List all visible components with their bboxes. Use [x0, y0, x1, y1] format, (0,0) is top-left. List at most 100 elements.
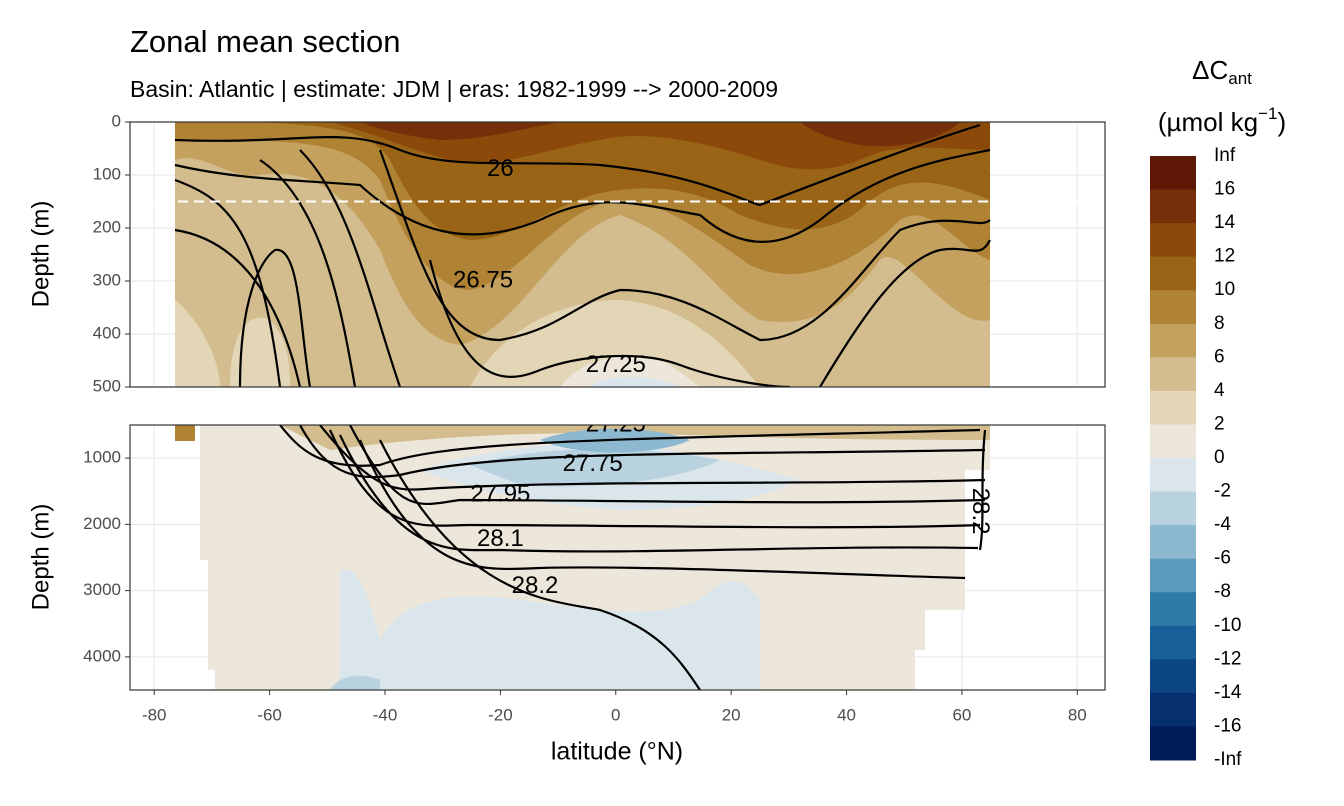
- legend-swatch: [1150, 424, 1196, 459]
- panel-frame: [129, 424, 1106, 691]
- legend-swatch: [1150, 390, 1196, 425]
- legend-unit: (µmol kg−1): [1158, 104, 1286, 136]
- legend-label: -Inf: [1214, 749, 1242, 770]
- contour-label: 27.25: [586, 351, 646, 378]
- legend-swatch: [1150, 659, 1196, 694]
- legend-label: 8: [1214, 313, 1225, 334]
- legend-swatch: [1150, 256, 1196, 291]
- legend-unit-sup: −1: [1258, 104, 1277, 123]
- x-tick-label: 0: [611, 705, 620, 724]
- contour-label: 26: [487, 155, 514, 182]
- field-band: [280, 425, 990, 450]
- isopycnal: [279, 425, 986, 506]
- contour-label: 28.1: [477, 525, 524, 552]
- contour-label: 27.25: [586, 410, 646, 437]
- x-tick-label: 20: [722, 705, 741, 724]
- x-tick-label: 60: [952, 705, 971, 724]
- field-band: [175, 425, 195, 441]
- legend-label: -14: [1214, 682, 1242, 703]
- x-tick-label: 40: [837, 705, 856, 724]
- contour-label-text: 26.75: [453, 266, 513, 293]
- legend-swatch: [1150, 357, 1196, 392]
- y-tick-label: 200: [93, 217, 121, 236]
- y-tick-label: 3000: [83, 580, 121, 599]
- y-tick-label: 1000: [83, 448, 121, 467]
- legend-title: ΔCant: [1192, 55, 1252, 89]
- contour-label: 27.75: [563, 450, 623, 477]
- legend-label: 2: [1214, 413, 1225, 434]
- contour-label-text: 27.75: [563, 450, 623, 477]
- legend-swatch: [1150, 525, 1196, 560]
- legend-swatch: [1150, 726, 1196, 761]
- overlay: 26 26.75 27.25 27.25 27.75 27.95 28.1 28.2 28.2: [130, 155, 1105, 599]
- legend-label: -4: [1214, 514, 1231, 535]
- field-band: [590, 376, 680, 387]
- legend-title-sub: ant: [1228, 69, 1252, 88]
- contour-label-text: 26: [487, 155, 514, 182]
- isopycnal: [328, 429, 987, 690]
- legend-swatch: [1150, 189, 1196, 224]
- legend-swatch: [1150, 692, 1196, 727]
- contour-label: 26.75: [453, 266, 513, 293]
- legend: Inf 16 14 12 10 8 6 4 2 0 -2 -4 -6 -8 -10 -12 -14 -16 -Inf: [1150, 145, 1242, 770]
- y-tick-label: 300: [93, 270, 121, 289]
- contour-label: 27.95: [470, 481, 530, 508]
- legend-unit-end: ): [1277, 107, 1286, 137]
- legend-swatch: [1150, 323, 1196, 358]
- x-tick-label: 80: [1068, 705, 1087, 724]
- y-axis-label: Depth (m): [27, 201, 54, 308]
- x-tick-label: -60: [257, 705, 282, 724]
- y-tick-label: 0: [112, 111, 121, 130]
- contour-label: 28.2: [512, 572, 559, 599]
- field-band: [560, 356, 700, 387]
- panel-frame: [129, 121, 1106, 388]
- isopycnal: [174, 149, 402, 387]
- legend-label: -10: [1214, 615, 1241, 636]
- legend-label: -6: [1214, 548, 1231, 569]
- y-axis-label: Depth (m): [27, 504, 54, 611]
- legend-unit-main: (µmol kg: [1158, 107, 1258, 137]
- contour-label-text: 28.2: [967, 488, 994, 535]
- legend-label: -12: [1214, 648, 1241, 669]
- contour-label-text: 27.25: [586, 410, 646, 437]
- legend-swatch: [1150, 290, 1196, 325]
- contour-label-text: 28.1: [477, 525, 524, 552]
- chart-title: Zonal mean section: [130, 24, 401, 59]
- x-axis-label: latitude (°N): [551, 738, 683, 766]
- legend-label: 14: [1214, 212, 1236, 233]
- legend-label: -2: [1214, 481, 1231, 502]
- y-tick-label: 2000: [83, 514, 121, 533]
- legend-swatch: [1150, 458, 1196, 493]
- legend-label: -8: [1214, 581, 1231, 602]
- y-tick-label: 500: [93, 376, 121, 395]
- legend-label: 12: [1214, 246, 1235, 267]
- chart-subtitle: Basin: Atlantic | estimate: JDM | eras: …: [130, 76, 778, 102]
- contour-label-text: 27.95: [470, 481, 530, 508]
- contour-label: 28.2: [967, 488, 994, 535]
- legend-title-main: ΔC: [1192, 55, 1228, 85]
- legend-label: -16: [1214, 715, 1241, 736]
- field-band: [330, 449, 720, 690]
- legend-label: 10: [1214, 279, 1235, 300]
- legend-label: 4: [1214, 380, 1225, 401]
- y-tick-label: 400: [93, 323, 121, 342]
- legend-swatch: [1150, 491, 1196, 526]
- isopycnal: [378, 149, 991, 342]
- x-tick-label: -80: [142, 705, 167, 724]
- x-tick-label: -20: [488, 705, 513, 724]
- legend-label: 0: [1214, 447, 1225, 468]
- field-band: [360, 122, 960, 147]
- legend-swatch: [1150, 156, 1196, 191]
- legend-swatch: [1150, 592, 1196, 627]
- isopycnal: [174, 123, 981, 207]
- legend-label: Inf: [1214, 145, 1236, 166]
- x-tick-label: -40: [373, 705, 398, 724]
- contour-label-text: 27.25: [586, 351, 646, 378]
- contour-label-text: 28.2: [512, 572, 559, 599]
- lower-field: [175, 425, 990, 690]
- field-band: [340, 443, 800, 690]
- isopycnal: [428, 239, 991, 387]
- y-tick-label: 4000: [83, 646, 121, 665]
- y-tick-label: 100: [93, 164, 121, 183]
